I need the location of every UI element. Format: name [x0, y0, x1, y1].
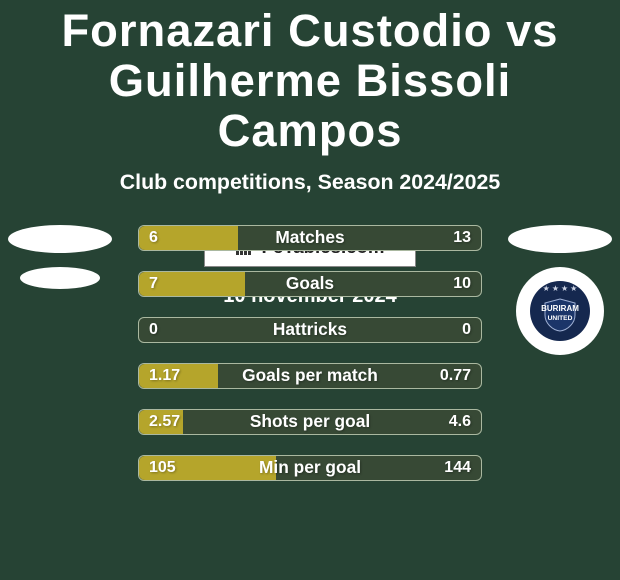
stat-label: Hattricks: [139, 319, 481, 340]
stat-row: 1.170.77Goals per match: [138, 363, 482, 389]
page-root: Fornazari Custodio vs Guilherme Bissoli …: [0, 0, 620, 580]
svg-text:BURIRAM: BURIRAM: [541, 304, 579, 313]
page-title: Fornazari Custodio vs Guilherme Bissoli …: [0, 0, 620, 156]
shield-icon: BURIRAM UNITED: [541, 297, 579, 338]
stat-row: 613Matches: [138, 225, 482, 251]
stat-row: 105144Min per goal: [138, 455, 482, 481]
stat-label: Min per goal: [139, 457, 481, 478]
stat-bars: 613Matches 710Goals 00Hattricks 1.170.77Goa…: [138, 225, 482, 481]
stat-label: Goals per match: [139, 365, 481, 386]
left-badges: [0, 225, 120, 289]
stat-row: 710Goals: [138, 271, 482, 297]
stat-row: 00Hattricks: [138, 317, 482, 343]
right-badges: ★★★★ BURIRAM UNITED: [500, 225, 620, 355]
club-badge-placeholder: [20, 267, 100, 289]
stat-label: Goals: [139, 273, 481, 294]
club-badge-placeholder: [8, 225, 112, 253]
stat-label: Shots per goal: [139, 411, 481, 432]
club-badge-placeholder: [508, 225, 612, 253]
stat-row: 2.574.6Shots per goal: [138, 409, 482, 435]
page-subtitle: Club competitions, Season 2024/2025: [0, 170, 620, 195]
stars-icon: ★★★★: [543, 284, 578, 293]
stat-label: Matches: [139, 227, 481, 248]
club-badge-buriram: ★★★★ BURIRAM UNITED: [516, 267, 604, 355]
svg-text:UNITED: UNITED: [548, 315, 573, 322]
